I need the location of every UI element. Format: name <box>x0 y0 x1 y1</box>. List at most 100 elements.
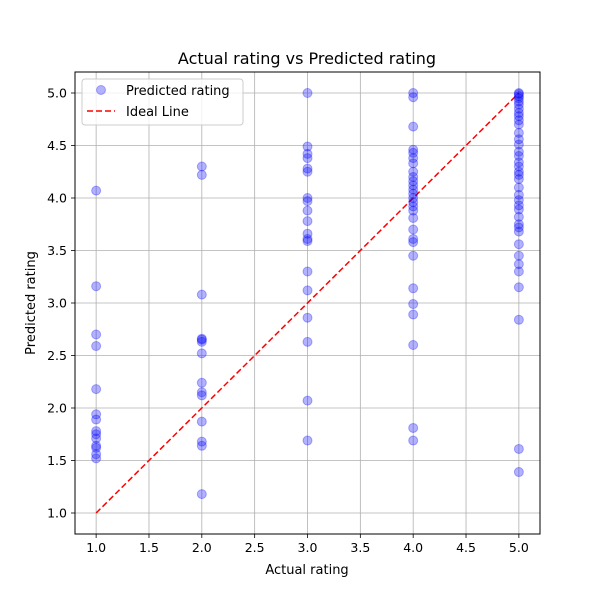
scatter-point <box>513 134 524 145</box>
y-tick-label: 3.5 <box>47 243 67 258</box>
scatter-point <box>513 161 524 172</box>
x-tick-label: 3.0 <box>298 540 318 555</box>
scatter-point <box>302 336 313 347</box>
scatter-point <box>302 196 313 207</box>
scatter-point <box>408 166 419 177</box>
scatter-point <box>408 309 419 320</box>
x-tick-label: 2.5 <box>245 540 265 555</box>
scatter-point <box>408 172 419 182</box>
x-tick-label: 5.0 <box>509 540 529 555</box>
scatter-point <box>91 429 102 440</box>
scatter-point <box>408 144 419 155</box>
scatter-point <box>513 146 524 157</box>
scatter-point <box>91 281 102 292</box>
scatter-point <box>408 340 419 350</box>
scatter-point <box>302 266 313 277</box>
x-tick-label: 3.5 <box>350 540 370 555</box>
y-tick-label: 5.0 <box>47 86 67 101</box>
scatter-point <box>91 409 102 420</box>
y-tick-label: 2.0 <box>47 401 67 416</box>
scatter-point <box>513 89 524 100</box>
scatter-point <box>513 195 524 206</box>
scatter-point <box>91 341 102 352</box>
scatter-point <box>302 435 313 446</box>
x-tick-label: 1.0 <box>86 540 106 555</box>
scatter-point <box>302 205 313 216</box>
scatter-point <box>408 250 419 261</box>
scatter-point <box>513 157 524 168</box>
scatter-point <box>196 387 207 398</box>
y-tick-label: 1.0 <box>47 506 67 521</box>
scatter-point <box>513 266 524 277</box>
scatter-point <box>302 233 313 244</box>
scatter-point <box>408 212 419 223</box>
y-tick-label: 4.0 <box>47 191 67 206</box>
scatter-point <box>513 119 524 130</box>
scatter-point <box>408 180 419 191</box>
scatter-point <box>196 289 207 300</box>
scatter-point <box>408 224 419 235</box>
scatter-point <box>408 158 419 169</box>
scatter-point <box>513 174 524 185</box>
scatter-point <box>513 115 524 126</box>
scatter-point <box>513 169 524 180</box>
scatter-point <box>302 228 313 239</box>
scatter-point <box>196 377 207 388</box>
y-tick-label: 1.5 <box>47 453 67 468</box>
x-tick-label: 4.5 <box>456 540 476 555</box>
y-tick-label: 3.0 <box>47 296 67 311</box>
chart-title: Actual rating vs Predicted rating <box>178 49 436 68</box>
scatter-point <box>408 201 419 212</box>
legend: Predicted rating Ideal Line <box>81 78 244 126</box>
scatter-point <box>196 390 207 401</box>
scatter-point <box>408 283 419 294</box>
scatter-point <box>513 282 524 293</box>
scatter-point <box>196 333 207 344</box>
scatter-point <box>513 182 524 193</box>
scatter-point <box>91 453 102 464</box>
scatter-point <box>91 384 102 395</box>
scatter-point <box>302 163 313 174</box>
x-tick-label: 2.0 <box>192 540 212 555</box>
scatter-point <box>196 416 207 427</box>
scatter-point <box>302 236 313 247</box>
scatter-point <box>408 92 419 103</box>
scatter-point <box>196 161 207 172</box>
scatter-point <box>196 336 207 347</box>
y-axis-label: Predicted rating <box>24 251 39 355</box>
scatter-point <box>513 443 524 454</box>
scatter-point <box>302 312 313 323</box>
scatter-point <box>513 219 524 230</box>
y-tick-label: 4.5 <box>47 138 67 153</box>
scatter-point <box>302 193 313 203</box>
scatter-point <box>513 151 524 161</box>
scatter-point <box>513 200 524 211</box>
scatter-point <box>513 259 524 270</box>
scatter-point <box>91 440 102 451</box>
scatter-point <box>408 233 419 244</box>
x-axis-ticks: 1.0 1.5 2.0 2.5 3.0 3.5 4.0 4.5 5.0 <box>86 534 529 555</box>
x-tick-label: 4.0 <box>403 540 423 555</box>
scatter-point <box>408 176 419 187</box>
scatter-point <box>196 440 207 451</box>
scatter-point <box>196 489 207 500</box>
scatter-point <box>408 237 419 248</box>
scatter-point <box>513 103 524 114</box>
scatter-point <box>91 329 102 340</box>
scatter-point <box>513 222 524 233</box>
scatter-point <box>302 395 313 406</box>
scatter-point <box>513 88 524 98</box>
scatter-point <box>408 153 419 164</box>
scatter-point <box>302 285 313 296</box>
scatter-point <box>513 93 524 104</box>
scatter-point <box>513 111 524 122</box>
scatter-point <box>302 166 313 177</box>
ideal-line-layer <box>95 92 520 514</box>
scatter-point <box>513 107 524 118</box>
scatter-point <box>408 299 419 310</box>
scatter-point <box>91 449 102 460</box>
scatter-points <box>91 88 524 500</box>
scatter-point <box>91 433 102 444</box>
